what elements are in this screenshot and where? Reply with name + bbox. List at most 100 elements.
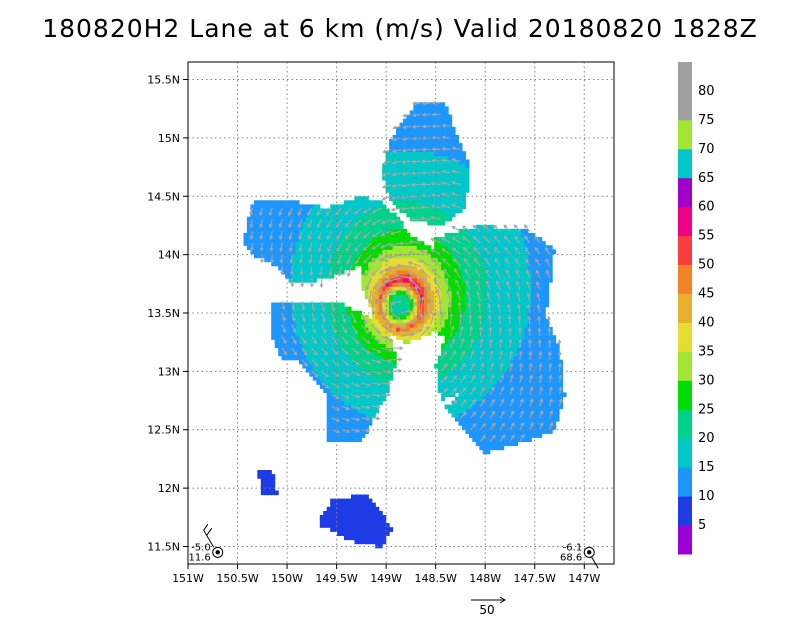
wind-cell: [361, 539, 366, 545]
wind-cell: [468, 372, 473, 377]
wind-cell: [316, 351, 321, 357]
wind-cell: [295, 314, 300, 320]
wind-cell: [406, 175, 411, 181]
wind-cell: [479, 322, 484, 328]
wind-cell: [382, 318, 387, 324]
wind-cell: [323, 510, 328, 516]
wind-vector-head: [431, 170, 436, 175]
wind-cell: [299, 359, 304, 365]
wind-cell: [361, 535, 366, 541]
wind-cell: [330, 433, 335, 438]
wind-cell: [489, 335, 494, 340]
wind-cell: [378, 335, 383, 340]
wind-cell: [486, 273, 491, 279]
wind-cell: [340, 502, 345, 508]
wind-cell: [371, 510, 376, 516]
wind-cell: [364, 396, 369, 402]
wind-cell: [312, 261, 317, 267]
wind-cell: [479, 253, 484, 259]
wind-cell: [458, 241, 463, 246]
wind-cell: [489, 261, 494, 267]
wind-cell: [326, 523, 331, 528]
wind-cell: [361, 396, 366, 402]
wind-vector-head: [337, 260, 341, 265]
wind-cell: [434, 175, 439, 181]
wind-cell: [399, 188, 404, 193]
wind-cell: [472, 331, 477, 336]
wind-cell: [520, 351, 525, 357]
wind-cell: [555, 351, 560, 357]
wind-cell: [354, 220, 359, 226]
wind-vector-head: [331, 307, 336, 312]
wind-cell: [375, 380, 380, 385]
wind-cell: [378, 204, 383, 210]
wind-cell: [333, 510, 338, 516]
wind-cell: [434, 192, 439, 197]
wind-cell: [451, 294, 456, 299]
wind-cell: [396, 290, 401, 295]
wind-cell: [541, 335, 546, 340]
wind-cell: [448, 384, 453, 389]
wind-cell: [260, 208, 265, 214]
wind-cell: [496, 408, 501, 414]
wind-cell: [465, 184, 470, 189]
wind-cell: [479, 302, 484, 308]
wind-cell: [486, 343, 491, 349]
wind-cell: [347, 208, 352, 214]
wind-cell: [475, 347, 480, 353]
wind-cell: [361, 380, 366, 385]
wind-cell: [520, 388, 525, 393]
wind-cell: [423, 314, 428, 320]
wind-cell: [441, 265, 446, 271]
wind-cell: [267, 486, 272, 492]
wind-cell: [371, 351, 376, 357]
wind-cell: [357, 425, 362, 430]
wind-cell: [513, 388, 518, 393]
wind-cell: [493, 355, 498, 361]
wind-cell: [458, 204, 463, 210]
wind-cell: [503, 396, 508, 402]
wind-cell: [444, 106, 449, 112]
wind-cell: [309, 347, 314, 353]
wind-vector-head: [408, 277, 413, 282]
wind-cell: [468, 310, 473, 316]
wind-cell: [406, 253, 411, 259]
wind-cell: [527, 388, 532, 393]
wind-cell: [330, 437, 335, 442]
wind-vector-head: [420, 182, 426, 187]
wind-cell: [427, 171, 432, 177]
wind-cell: [479, 331, 484, 336]
wind-cell: [548, 327, 553, 332]
wind-cell: [510, 273, 515, 279]
wind-cell: [524, 294, 529, 299]
wind-cell: [323, 384, 328, 389]
wind-vector: [311, 312, 316, 322]
wind-vector-head: [397, 368, 402, 373]
wind-cell: [479, 278, 484, 283]
wind-cell: [375, 355, 380, 361]
wind-cell: [468, 237, 473, 242]
wind-vector: [281, 347, 287, 356]
wind-vector-head: [371, 221, 376, 225]
wind-cell: [375, 306, 380, 312]
wind-cell: [500, 282, 505, 287]
wind-vector-head: [258, 211, 263, 217]
wind-cell: [486, 412, 491, 418]
wind-cell: [500, 343, 505, 349]
wind-cell: [527, 269, 532, 275]
wind-cell: [253, 212, 258, 218]
wind-cell: [524, 363, 529, 369]
wind-cell: [389, 212, 394, 218]
wind-cell: [260, 245, 265, 250]
wind-cell: [399, 200, 404, 205]
wind-cell: [413, 278, 418, 283]
wind-cell: [299, 331, 304, 336]
wind-cell: [441, 376, 446, 381]
wind-cell: [340, 212, 345, 218]
wind-cell: [500, 245, 505, 250]
wind-vector-head: [363, 320, 367, 325]
wind-cell: [416, 249, 421, 255]
wind-cell: [420, 167, 425, 173]
wind-cell: [500, 416, 505, 422]
wind-cell: [337, 335, 342, 340]
